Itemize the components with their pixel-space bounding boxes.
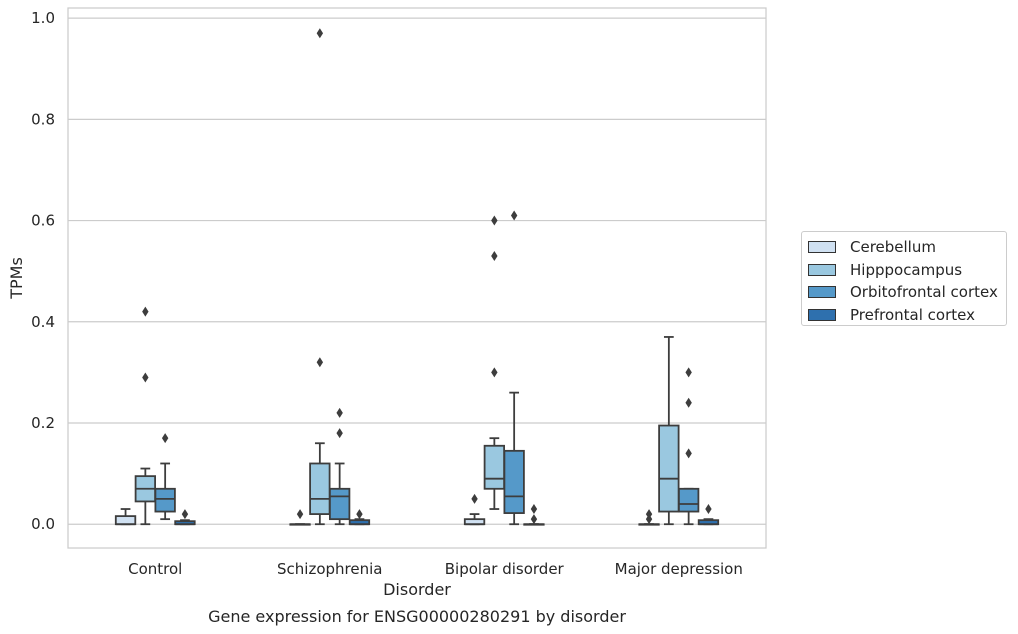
outlier-point [336,407,343,418]
box-3-2 [678,367,700,526]
box-iqr [309,462,331,515]
outlier-point [530,514,538,525]
box-1-1 [309,28,331,526]
legend-item-prefrontal-cortex: Prefrontal cortex [808,304,1006,327]
legend-swatch-hippocampus [808,263,836,276]
box-iqr [678,487,700,513]
box-iqr [483,444,506,490]
outlier-point [491,367,498,378]
box-1-0 [289,509,311,526]
outlier-point [685,448,692,459]
box-0-3 [174,509,196,526]
box-2-0 [463,493,486,526]
y-tick-label: 1.0 [31,9,55,27]
outlier-point [316,28,324,39]
legend-item-cerebellum: Cerebellum [808,236,1006,259]
chart-title: Gene expression for ENSG00000280291 by d… [208,607,626,626]
outlier-point [161,433,169,444]
box-3-0 [638,509,660,526]
outlier-point [296,509,304,520]
legend-label-hippocampus: Hipppocampus [850,260,963,279]
legend: Cerebellum Hipppocampus Orbitofrontal co… [801,231,1007,326]
legend-swatch-prefrontal-cortex [808,308,836,321]
box-3-1 [658,336,680,526]
box-iqr [154,487,176,513]
outlier-point [316,357,324,368]
box-iqr [658,424,680,513]
outlier-point [491,250,498,261]
outlier-point [685,367,692,378]
x-tick-label: Major depression [615,560,743,578]
outlier-point [705,504,712,515]
outlier-point [510,210,518,221]
outlier-point [181,509,189,520]
outlier-point [142,306,149,317]
outlier-point [336,428,343,439]
outlier-point [471,493,478,504]
y-tick-label: 0.6 [31,212,55,230]
outlier-point [356,509,363,520]
x-tick-label: Schizophrenia [277,560,382,578]
box-2-1 [483,215,506,510]
plot-area-frame [67,7,767,549]
y-axis-label: TPMs [7,257,26,300]
x-tick-label: Control [128,560,182,578]
box-0-2 [154,433,176,521]
y-tick-label: 0.2 [31,414,55,432]
box-1-3 [348,509,371,526]
outlier-point [685,397,692,408]
outlier-point [491,215,498,226]
x-axis-label: Disorder [383,580,451,599]
legend-item-orbitofrontal-cortex: Orbitofrontal cortex [808,281,1006,304]
outlier-point [645,509,653,520]
legend-label-cerebellum: Cerebellum [850,238,936,257]
legend-swatch-cerebellum [808,241,836,254]
y-tick-label: 0.8 [31,110,55,128]
box-iqr [328,487,351,521]
box-1-2 [328,407,351,526]
legend-item-hippocampus: Hipppocampus [808,259,1006,282]
outlier-point [142,372,149,383]
box-2-2 [503,210,525,526]
box-3-3 [697,504,720,526]
box-0-1 [134,306,157,526]
box-0-0 [114,508,137,526]
outlier-point [645,514,653,525]
box-2-3 [523,504,545,526]
legend-label-orbitofrontal-cortex: Orbitofrontal cortex [850,283,998,302]
y-tick-label: 0.0 [31,515,55,533]
box-iqr [503,449,525,514]
x-tick-label: Bipolar disorder [445,560,565,578]
outlier-point [530,504,538,515]
legend-label-prefrontal-cortex: Prefrontal cortex [850,305,975,324]
box-iqr [114,515,137,526]
y-tick-label: 0.4 [31,313,55,331]
legend-swatch-orbitofrontal-cortex [808,286,836,299]
